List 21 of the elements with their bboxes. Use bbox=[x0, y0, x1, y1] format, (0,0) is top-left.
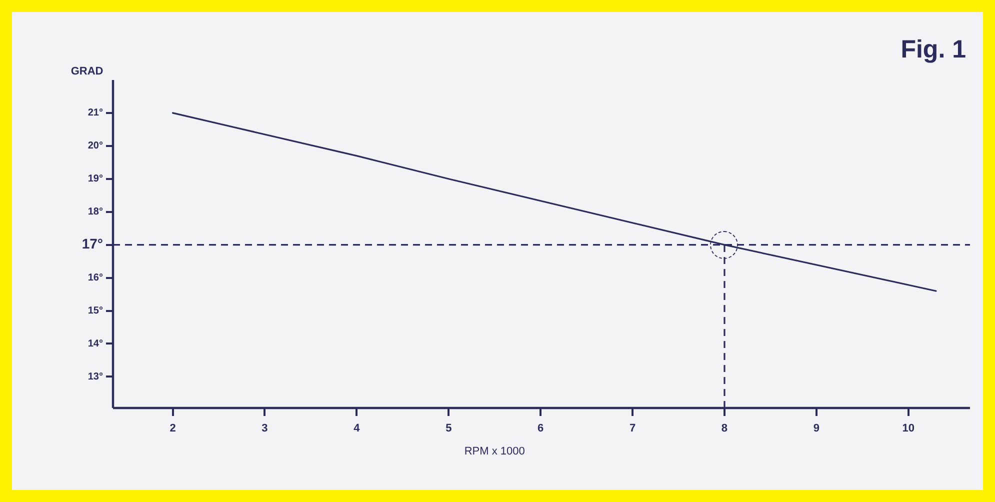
y-tick-label: 14° bbox=[88, 338, 103, 350]
y-tick-label: 20° bbox=[88, 140, 103, 152]
x-tick-label: 2 bbox=[170, 422, 176, 435]
x-tick-label: 5 bbox=[446, 422, 452, 435]
y-tick-label: 13° bbox=[88, 371, 103, 382]
y-tick-label: 18° bbox=[88, 206, 103, 218]
y-tick-label: 17° bbox=[82, 236, 103, 252]
y-tick-label: 15° bbox=[88, 306, 103, 317]
chart-title: Fig. 1 bbox=[900, 35, 966, 64]
x-axis-title: RPM x 1000 bbox=[464, 446, 525, 458]
x-tick-label: 4 bbox=[354, 422, 361, 435]
x-tick-label: 10 bbox=[902, 422, 915, 435]
x-tick-label: 8 bbox=[721, 422, 728, 435]
x-tick-label: 7 bbox=[629, 422, 636, 435]
y-tick-label: 19° bbox=[88, 174, 103, 185]
y-tick-label: 16° bbox=[88, 272, 103, 284]
y-axis-title: GRAD bbox=[70, 66, 104, 78]
x-tick-label: 9 bbox=[813, 422, 820, 435]
y-tick-label: 21° bbox=[88, 108, 103, 119]
x-tick-label: 6 bbox=[538, 422, 544, 435]
x-tick-label: 3 bbox=[262, 422, 268, 435]
